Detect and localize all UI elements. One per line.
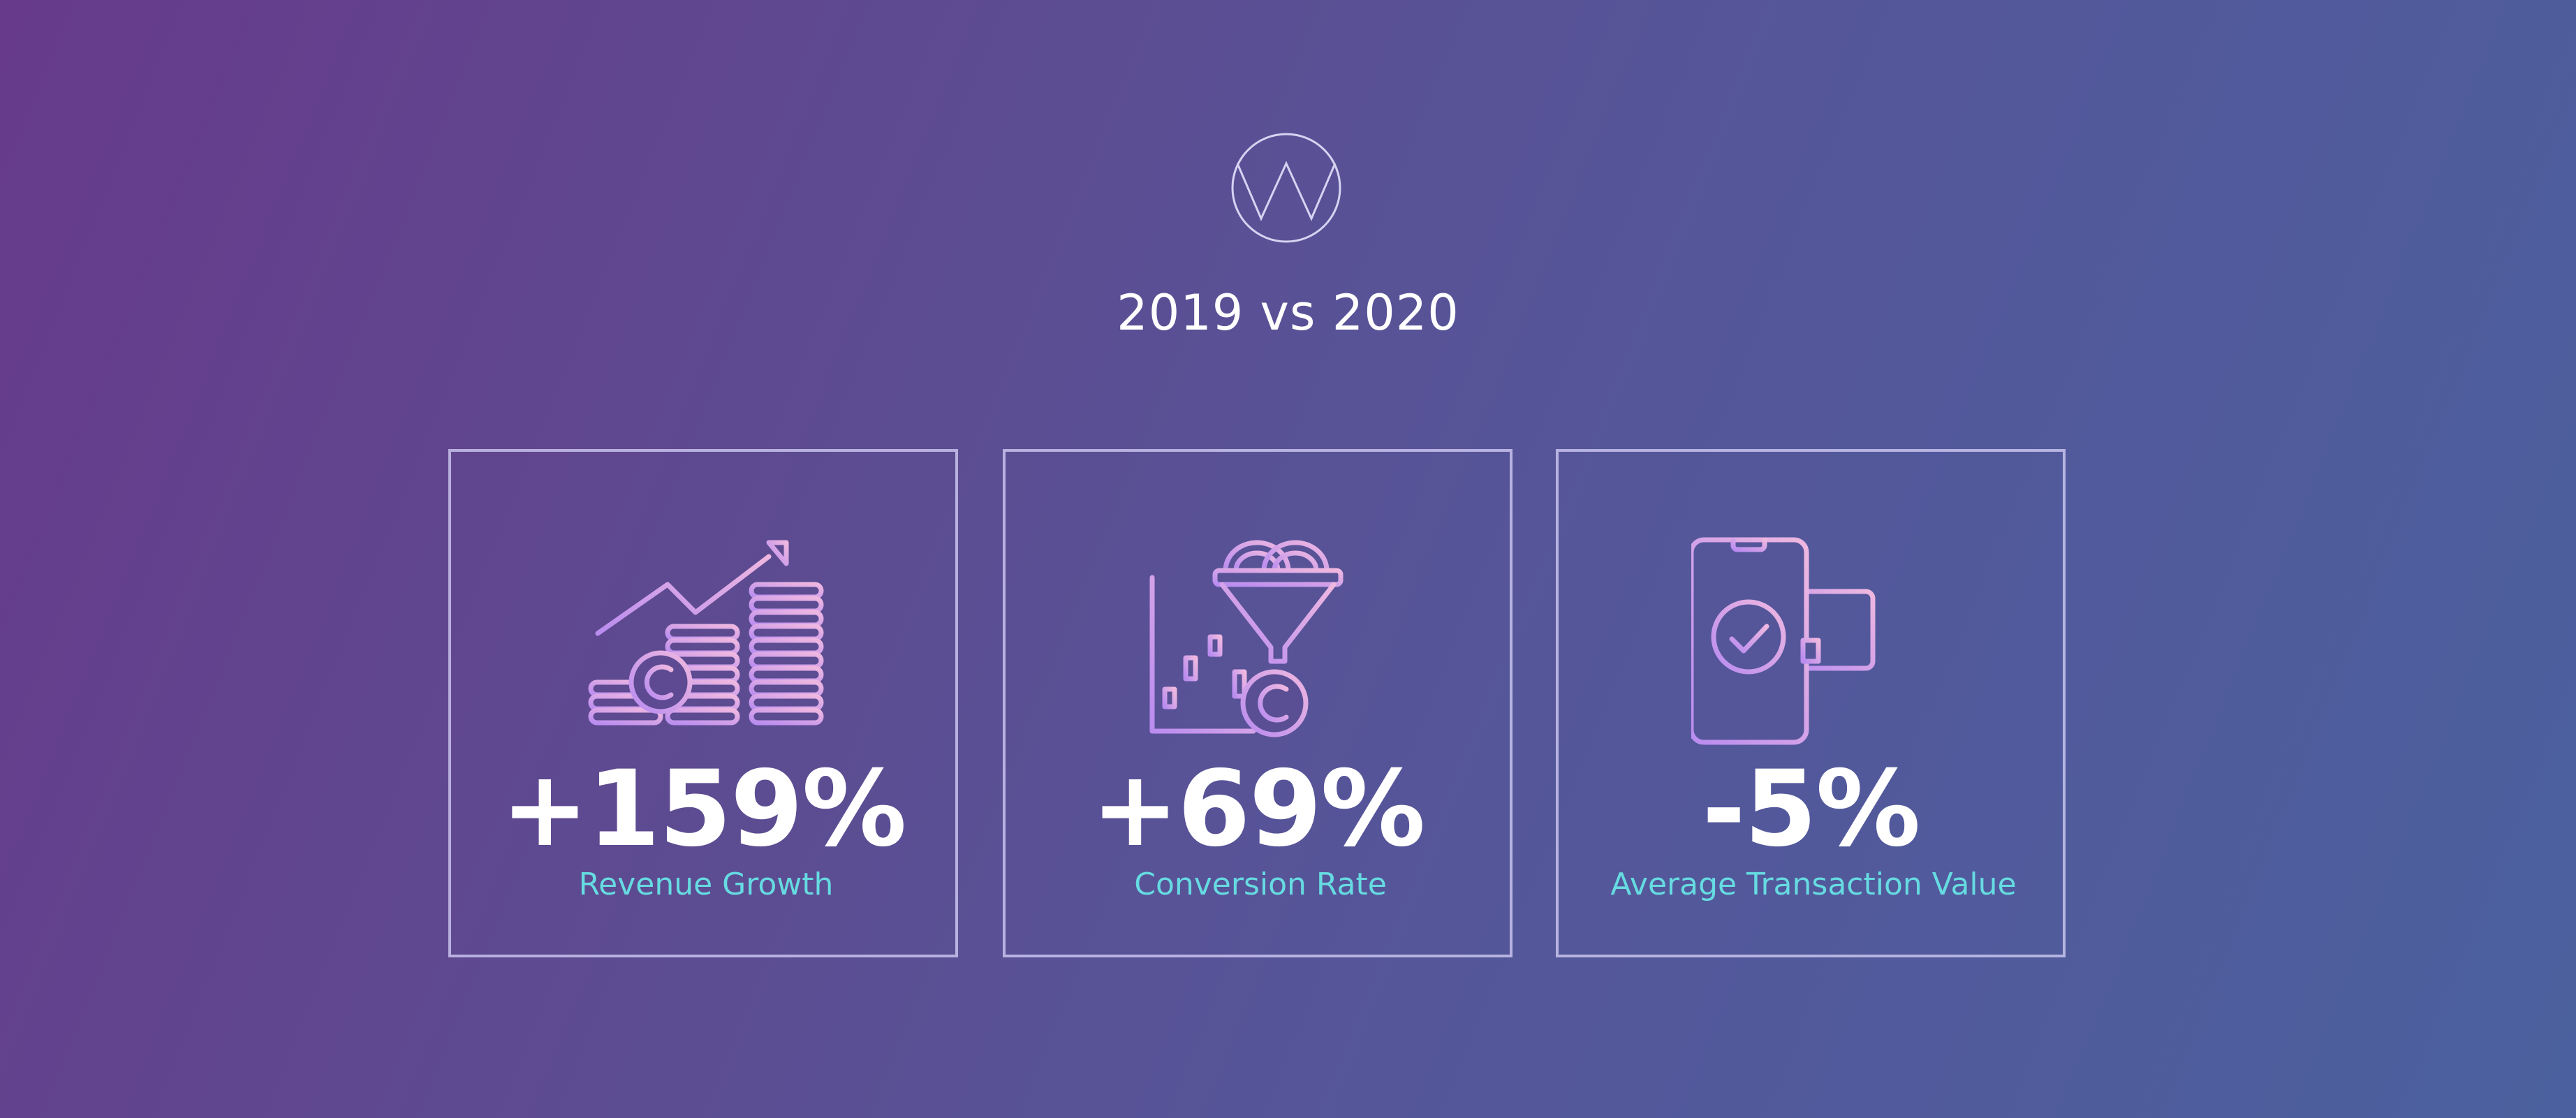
stat-card-average-transaction-value: -5% Average Transaction Value	[1556, 449, 2066, 957]
stat-card-revenue-growth: +159% Revenue Growth	[448, 449, 958, 957]
stat-value: +159%	[501, 749, 906, 870]
stat-value: -5%	[1702, 749, 1921, 870]
mobile-payment-card-icon	[1691, 537, 1876, 745]
conversion-funnel-icon	[1149, 540, 1344, 737]
w-circle-logo-icon	[1231, 133, 1341, 243]
revenue-growth-coins-icon	[588, 540, 824, 726]
stat-label: Revenue Growth	[578, 867, 834, 902]
stat-label: Average Transaction Value	[1610, 867, 2017, 902]
stat-value: +69%	[1091, 749, 1426, 870]
stat-card-conversion-rate: +69% Conversion Rate	[1003, 449, 1513, 957]
page-title: 2019 vs 2020	[1117, 284, 1459, 341]
stat-label: Conversion Rate	[1134, 867, 1387, 902]
